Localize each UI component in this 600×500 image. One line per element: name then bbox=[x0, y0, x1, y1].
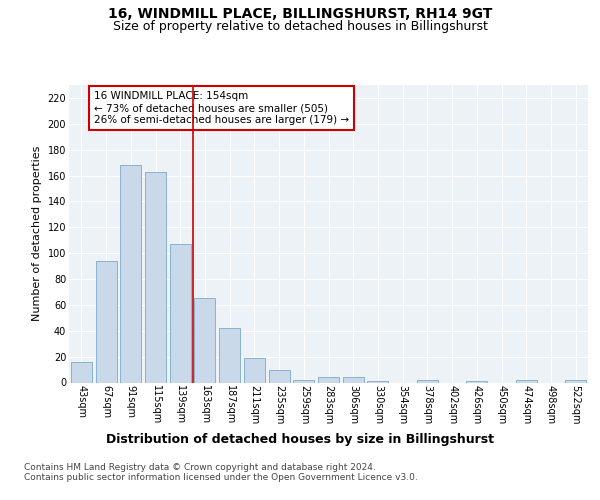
Text: 16, WINDMILL PLACE, BILLINGSHURST, RH14 9GT: 16, WINDMILL PLACE, BILLINGSHURST, RH14 … bbox=[108, 8, 492, 22]
Bar bbox=[367, 381, 388, 382]
Bar bbox=[170, 244, 191, 382]
Bar bbox=[244, 358, 265, 382]
Text: 16 WINDMILL PLACE: 154sqm
← 73% of detached houses are smaller (505)
26% of semi: 16 WINDMILL PLACE: 154sqm ← 73% of detac… bbox=[94, 92, 349, 124]
Bar bbox=[71, 362, 92, 382]
Bar bbox=[269, 370, 290, 382]
Bar bbox=[565, 380, 586, 382]
Bar bbox=[95, 261, 116, 382]
Bar bbox=[219, 328, 240, 382]
Bar bbox=[194, 298, 215, 382]
Bar bbox=[343, 378, 364, 382]
Text: Distribution of detached houses by size in Billingshurst: Distribution of detached houses by size … bbox=[106, 432, 494, 446]
Bar bbox=[516, 380, 537, 382]
Bar bbox=[466, 381, 487, 382]
Bar bbox=[417, 380, 438, 382]
Bar bbox=[145, 172, 166, 382]
Text: Contains HM Land Registry data © Crown copyright and database right 2024.
Contai: Contains HM Land Registry data © Crown c… bbox=[24, 462, 418, 482]
Text: Size of property relative to detached houses in Billingshurst: Size of property relative to detached ho… bbox=[113, 20, 487, 33]
Bar bbox=[318, 378, 339, 382]
Bar bbox=[120, 165, 141, 382]
Y-axis label: Number of detached properties: Number of detached properties bbox=[32, 146, 42, 322]
Bar bbox=[293, 380, 314, 382]
